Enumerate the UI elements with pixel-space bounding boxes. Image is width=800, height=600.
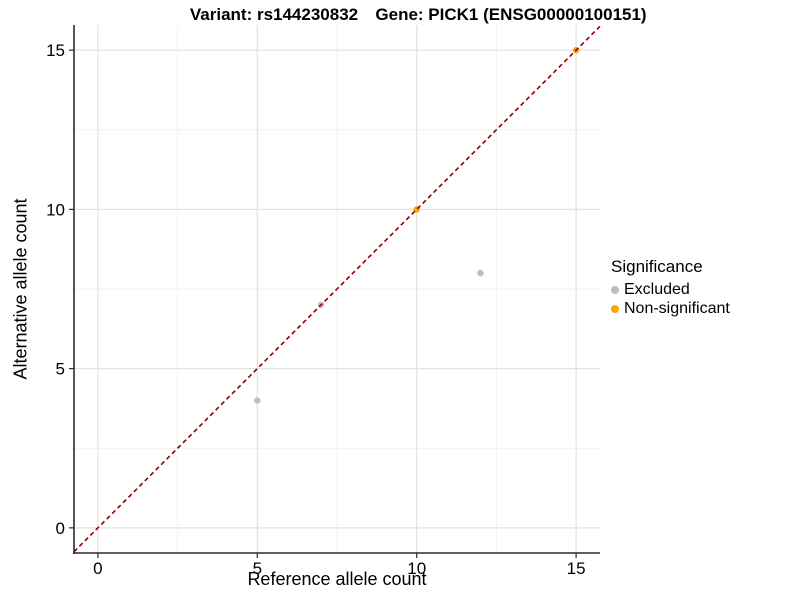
legend-item-excluded: Excluded	[611, 281, 730, 299]
x-tick-label: 10	[407, 559, 426, 578]
data-point-excluded	[477, 269, 484, 277]
data-point-excluded	[254, 397, 261, 404]
y-tick-label: 5	[56, 360, 65, 379]
legend: Significance Excluded Non-significant	[611, 257, 730, 319]
legend-label-excluded: Excluded	[624, 281, 690, 298]
legend-item-non-significant: Non-significant	[611, 300, 730, 318]
x-tick-label: 5	[253, 559, 262, 578]
excluded-dot-icon	[611, 286, 619, 294]
gene-title: Gene: PICK1 (ENSG00000100151)	[375, 5, 647, 24]
x-axis-title: Reference allele count	[247, 569, 427, 589]
y-tick-label: 10	[46, 200, 65, 219]
y-tick-label: 15	[46, 41, 65, 60]
y-axis-title: Alternative allele count	[10, 198, 31, 380]
variant-title: Variant: rs144230832	[189, 5, 359, 24]
non-significant-dot-icon	[611, 305, 619, 313]
legend-label-non-significant: Non-significant	[624, 300, 730, 317]
y-tick-label: 0	[56, 519, 65, 538]
x-tick-label: 0	[93, 559, 102, 578]
x-tick-label: 15	[567, 559, 586, 578]
identity-line	[73, 25, 601, 553]
legend-title: Significance	[611, 257, 703, 276]
